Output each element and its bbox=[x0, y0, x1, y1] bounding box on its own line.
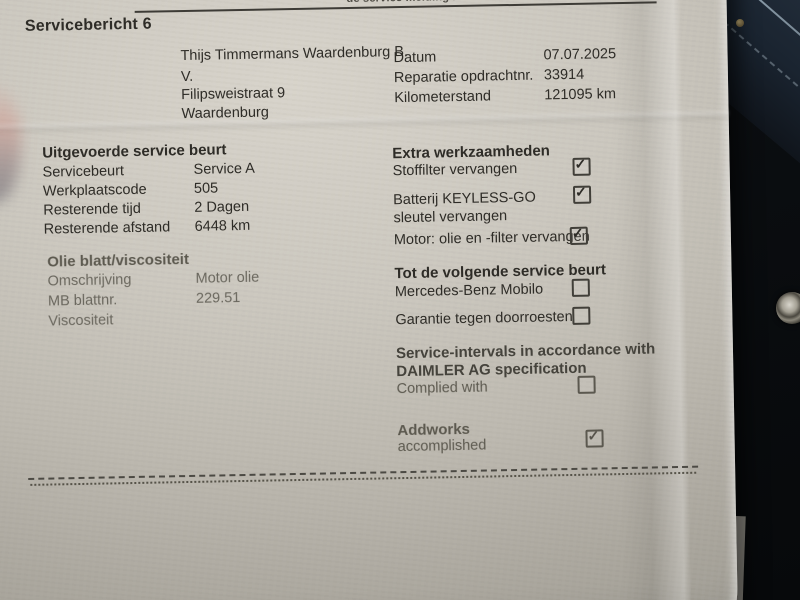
meta-label-order: Reparatie opdrachtnr. bbox=[393, 67, 534, 87]
meta-label-odometer: Kilometerstand bbox=[394, 88, 492, 107]
customer-street: Filipsweistraat 9 bbox=[181, 85, 286, 104]
checkmark-icon: ✓ bbox=[574, 183, 587, 200]
next-service-item-label: Garantie tegen doorroesten bbox=[395, 308, 573, 329]
meta-value-datum: 07.07.2025 bbox=[543, 46, 617, 64]
service-row-value: 505 bbox=[193, 180, 219, 197]
oil-row-label: Omschrijving bbox=[47, 272, 132, 290]
customer-city: Waardenburg bbox=[181, 104, 270, 123]
checkbox-stoffilter: ✓ bbox=[572, 155, 591, 176]
next-service-item-label: Mercedes-Benz Mobilo bbox=[394, 281, 544, 301]
oil-row-value: Motor olie bbox=[195, 269, 260, 287]
service-row-value: Service A bbox=[193, 160, 255, 178]
service-row-value: 6448 km bbox=[194, 217, 251, 235]
checkbox-keyless-battery: ✓ bbox=[572, 183, 592, 204]
section-title-intervals-line2: DAIMLER AG specification bbox=[396, 359, 587, 381]
checkmark-icon: ✓ bbox=[587, 427, 600, 444]
oil-row-label: Viscositeit bbox=[48, 312, 114, 330]
customer-name-line2: V. bbox=[180, 68, 194, 86]
section-title-service: Uitgevoerde service beurt bbox=[42, 141, 227, 162]
addworks-item-label: accomplished bbox=[397, 437, 487, 456]
checkbox-mobilo bbox=[571, 278, 590, 297]
rivet-icon bbox=[736, 19, 744, 27]
checkmark-icon: ✓ bbox=[571, 224, 584, 241]
section-title-oil: Olie blatt/viscositeit bbox=[47, 250, 190, 271]
service-row-value: 2 Dagen bbox=[194, 198, 250, 216]
oil-row-label: MB blattnr. bbox=[47, 292, 118, 310]
oil-row-value: 229.51 bbox=[195, 290, 241, 307]
snap-fastener-icon bbox=[776, 292, 800, 324]
checkmark-icon: ✓ bbox=[574, 155, 587, 172]
service-booklet-page: de service melding in het dashboard Serv… bbox=[0, 0, 739, 600]
footer-divider-bottom bbox=[30, 471, 697, 486]
extra-item-label: Stoffilter vervangen bbox=[392, 160, 518, 180]
section-title-addworks: Addworks bbox=[397, 420, 471, 440]
customer-name-line1: Thijs Timmermans Waardenburg B. bbox=[180, 43, 409, 65]
page-title: Servicebericht 6 bbox=[24, 15, 152, 35]
meta-value-odometer: 121095 km bbox=[544, 86, 617, 104]
section-title-extra-work: Extra werkzaamheden bbox=[392, 142, 551, 163]
service-row-label: Werkplaatscode bbox=[42, 181, 147, 200]
service-row-label: Resterende tijd bbox=[43, 200, 141, 219]
extra-item-label: Batterij KEYLESS-GO sleutel vervangen bbox=[393, 189, 536, 227]
checkbox-accomplished: ✓ bbox=[585, 427, 604, 448]
extra-item-label: Motor: olie en -filter vervangen bbox=[393, 228, 590, 249]
intervals-item-label: Complied with bbox=[396, 379, 488, 398]
section-title-intervals-line1: Service-intervals in accordance with bbox=[395, 340, 656, 363]
service-row-label: Resterende afstand bbox=[43, 219, 171, 238]
checkbox-motor-oil-filter: ✓ bbox=[569, 224, 589, 245]
service-row-label: Servicebeurt bbox=[42, 163, 125, 181]
checkbox-rust-warranty bbox=[572, 306, 591, 325]
meta-label-datum: Datum bbox=[393, 49, 437, 67]
meta-value-order: 33914 bbox=[543, 66, 585, 84]
checkbox-complied-with bbox=[577, 375, 596, 394]
